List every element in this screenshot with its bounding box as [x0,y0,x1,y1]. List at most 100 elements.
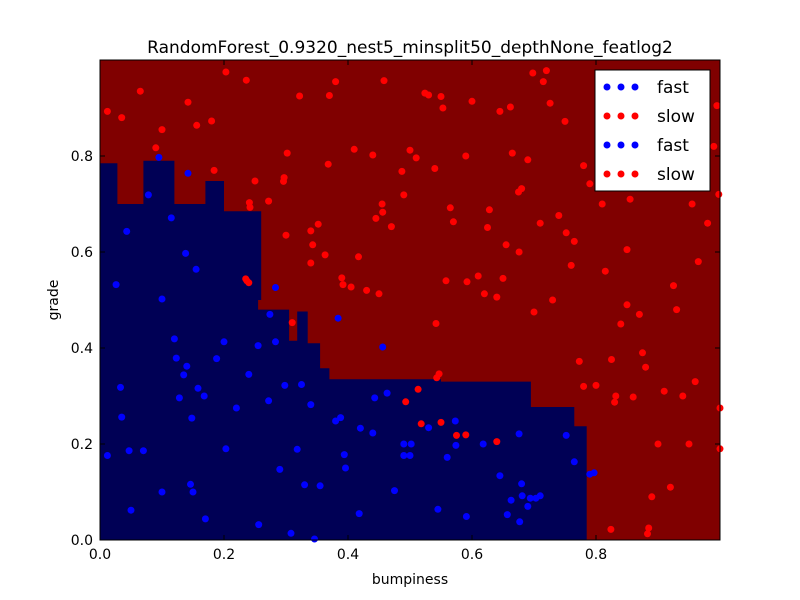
data-point-slow [193,121,201,129]
data-point-slow [508,149,516,157]
data-point-slow [251,177,259,185]
data-point-slow [704,219,712,227]
data-point-fast [287,529,295,537]
y-tick-label: 0.4 [71,341,93,357]
y-tick-label: 0.2 [71,437,93,453]
data-point-slow [453,431,460,439]
data-point-slow [598,200,606,208]
data-point-slow [673,306,681,314]
data-point-slow [375,290,383,298]
data-point-fast [562,431,570,439]
legend-entry-fast: fast [603,136,689,156]
data-point-slow [648,493,656,501]
legend-marker [617,141,625,149]
data-point-fast [276,465,284,473]
data-point-fast [307,401,315,409]
data-point-slow [324,160,332,168]
data-point-slow [431,165,439,172]
data-point-fast [139,447,147,455]
data-point-fast [369,429,377,437]
data-point-slow [369,151,377,159]
y-tick-label: 0.0 [71,533,93,549]
data-point-fast [180,371,188,379]
data-point-fast [503,511,511,519]
data-point-slow [347,283,355,291]
data-point-slow [307,227,315,235]
data-point-fast [254,342,262,350]
data-point-slow [402,398,410,406]
data-point-slow [612,392,620,400]
data-point-fast [590,469,598,477]
data-point-fast [407,440,415,448]
data-point-fast [518,480,526,488]
data-point-slow [549,296,557,304]
data-point-slow [417,420,425,428]
data-point-fast [379,343,387,351]
data-point-fast [183,362,191,370]
y-axis-label: grade [46,280,62,321]
data-point-fast [518,492,526,500]
data-point-fast [266,310,274,318]
data-point-slow [713,102,721,110]
data-point-fast [182,249,190,257]
data-point-slow [307,259,315,267]
data-point-fast [356,424,364,432]
data-point-slow [103,107,111,115]
data-point-slow [321,251,329,259]
data-point-fast [172,354,180,362]
data-point-slow [288,319,296,327]
data-point-fast [406,452,414,459]
data-point-slow [363,286,371,294]
data-point-slow [118,114,126,122]
data-point-slow [506,103,514,111]
data-point-slow [439,104,447,112]
data-point-slow [152,144,160,152]
data-point-fast [272,284,279,291]
x-tick-label: 0.8 [585,547,607,563]
data-point-fast [371,394,379,402]
data-point-slow [555,212,563,219]
data-point-fast [391,487,398,495]
legend-entry-slow: slow [603,107,695,127]
data-point-fast [462,513,470,520]
data-point-slow [592,381,600,389]
data-point-slow [437,418,445,426]
data-point-fast [526,494,534,502]
x-tick-label: 0.2 [213,547,235,563]
data-point-slow [372,214,380,222]
data-point-fast [265,397,273,405]
legend-marker [631,170,639,178]
data-point-fast [316,482,324,490]
data-point-slow [379,208,387,216]
data-point-fast [117,383,124,391]
data-point-slow [570,237,578,245]
data-point-slow [546,99,554,107]
data-point-slow [463,278,471,286]
data-point-slow [406,146,414,154]
data-point-fast [334,314,342,322]
data-point-fast [340,451,348,459]
data-point-slow [462,152,470,160]
data-point-slow [325,92,333,99]
data-point-slow [314,220,322,228]
legend-marker [603,83,611,91]
data-point-slow [685,440,693,448]
data-point-fast [213,355,221,363]
data-point-slow [449,218,457,226]
data-point-slow [265,197,273,205]
data-point-slow [338,274,346,282]
data-point-fast [144,191,152,199]
data-point-slow [355,253,362,261]
data-point-slow [691,378,699,386]
data-point-fast [201,515,209,523]
data-point-slow [608,356,615,363]
data-point-slow [542,67,550,75]
data-point-slow [435,370,443,378]
data-point-fast [245,370,253,378]
data-point-fast [516,518,524,526]
data-point-slow [539,78,547,86]
data-point-fast [200,392,208,400]
data-point-slow [515,248,523,256]
data-point-slow [496,107,504,115]
data-point-slow [468,97,476,105]
